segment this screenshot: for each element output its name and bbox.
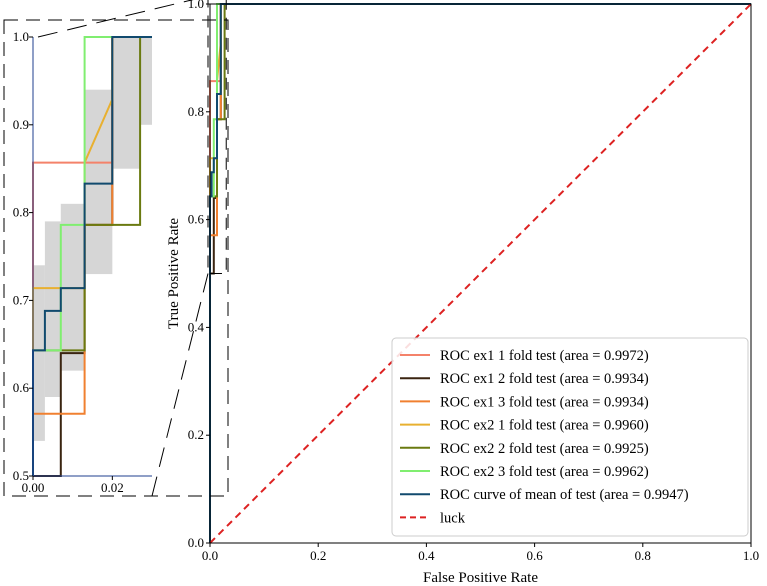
- y-tick-label-0: 0.0: [188, 535, 204, 550]
- x-tick-label-3: 0.6: [526, 548, 543, 563]
- legend-label-1: ROC ex1 2 fold test (area = 0.9934): [440, 371, 649, 387]
- x-tick-label-5: 1.0: [743, 548, 759, 563]
- inset-x-tick-label-1: 0.02: [101, 480, 124, 495]
- legend-label-3: ROC ex2 1 fold test (area = 0.9960): [440, 418, 649, 434]
- x-tick-label-2: 0.4: [418, 548, 435, 563]
- inset-y-tick-label-2: 0.7: [13, 292, 30, 307]
- x-tick-label-0: 0.0: [202, 548, 218, 563]
- legend-label-5: ROC ex2 3 fold test (area = 0.9962): [440, 464, 649, 480]
- zoom-connector-bottom: [151, 273, 209, 497]
- inset-y-tick-label-3: 0.8: [13, 205, 29, 220]
- legend-label-6: ROC curve of mean of test (area = 0.9947…: [440, 487, 689, 503]
- inset-axis-ticks: 0.00 0.02 0.5 0.6 0.7 0.8 0.9 1.0: [13, 29, 124, 495]
- series-line-7: [209, 3, 752, 544]
- legend-label-4: ROC ex2 2 fold test (area = 0.9925): [440, 441, 649, 457]
- legend-label-0: ROC ex1 1 fold test (area = 0.9972): [440, 348, 649, 364]
- band-segment-0: [33, 265, 45, 441]
- legend-label-7: luck: [440, 510, 466, 526]
- x-tick-label-4: 0.8: [635, 548, 651, 563]
- x-axis-label: False Positive Rate: [423, 570, 538, 586]
- y-tick-label-4: 0.8: [188, 104, 204, 119]
- band-segment-4: [112, 37, 141, 169]
- inset-curves: [32, 36, 152, 477]
- main-axis-ticks: 0.0 0.2 0.4 0.6 0.8 1.0 0.0 0.2 0.4 0.6 0.8 1.0: [188, 0, 759, 563]
- band-segment-3: [84, 89, 113, 275]
- y-tick-label-2: 0.4: [188, 319, 205, 334]
- inset-y-tick-label-4: 0.9: [13, 117, 29, 132]
- legend: ROC ex1 1 fold test (area = 0.9972) ROC e…: [391, 337, 749, 537]
- inset-plot-frame: [3, 19, 229, 497]
- band-segment-1: [44, 221, 61, 397]
- band-segment-5: [140, 37, 152, 125]
- x-tick-label-1: 0.2: [310, 548, 326, 563]
- y-tick-label-5: 1.0: [188, 0, 204, 11]
- zoom-connector-top: [37, 0, 194, 38]
- series-line-1: [210, 3, 751, 275]
- inset-y-tick-label-0: 0.5: [13, 468, 29, 483]
- y-tick-label-3: 0.6: [188, 212, 205, 227]
- inset-y-tick-label-1: 0.6: [13, 380, 30, 395]
- inset-std-band: [33, 37, 152, 441]
- inset-y-tick-label-5: 1.0: [13, 29, 29, 44]
- zoom-region-box: [207, 0, 227, 274]
- zoom-connectors: [37, 0, 209, 497]
- series-line-6: [209, 3, 751, 543]
- legend-label-2: ROC ex1 3 fold test (area = 0.9934): [440, 394, 649, 410]
- y-tick-label-1: 0.2: [188, 427, 204, 442]
- legend-box: [391, 337, 749, 537]
- inset-x-tick-label-0: 0.00: [22, 480, 45, 495]
- y-axis-label: True Positive Rate: [166, 218, 182, 329]
- inset-series-line-6: [32, 36, 152, 476]
